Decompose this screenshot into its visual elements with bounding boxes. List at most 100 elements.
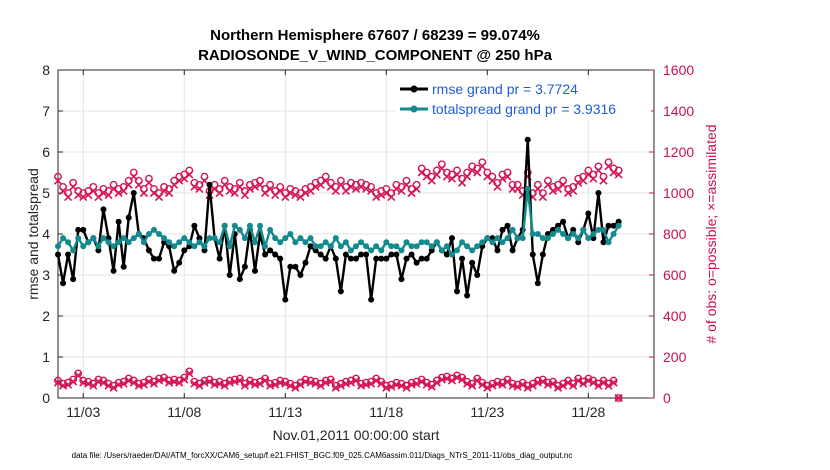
- totalspread-point: [519, 235, 526, 242]
- totalspread-point: [246, 222, 253, 229]
- totalspread-point: [459, 239, 466, 246]
- rmse-point: [393, 251, 400, 258]
- rmse-point: [150, 255, 157, 262]
- obs-assimilated-point-upper: [225, 186, 234, 196]
- rmse-point: [560, 218, 567, 225]
- totalspread-point: [140, 239, 147, 246]
- totalspread-point: [181, 235, 188, 242]
- y-tick-label-left: 5: [42, 185, 50, 201]
- obs-assimilated-point-upper: [165, 188, 174, 198]
- obs-assimilated-point-upper: [53, 176, 63, 185]
- rmse-point: [504, 222, 511, 229]
- totalspread-point: [166, 239, 173, 246]
- obs-assimilated-point-upper: [124, 180, 133, 189]
- x-tick-label: 11/23: [470, 404, 504, 420]
- rmse-point: [474, 272, 481, 278]
- obs-assimilated-point-lower: [104, 381, 113, 390]
- obs-assimilated-point-upper: [468, 166, 477, 175]
- x-tick-label: 11/03: [66, 404, 100, 420]
- totalspread-point: [297, 235, 304, 242]
- rmse-point: [443, 251, 450, 258]
- rmse-point: [251, 267, 258, 274]
- rmse-point: [156, 255, 163, 262]
- rmse-point: [287, 263, 294, 270]
- obs-assimilated-point-lower: [215, 379, 224, 388]
- obs-possible-point-lower: [180, 373, 189, 382]
- obs-possible-point-lower: [261, 374, 269, 383]
- obs-assimilated-point-lower: [286, 381, 295, 390]
- obs-assimilated-point-lower: [367, 379, 376, 388]
- obs-assimilated-point-lower: [478, 380, 487, 389]
- rmse-point: [353, 255, 359, 262]
- obs-assimilated-point-upper: [387, 193, 396, 202]
- obs-possible-point-lower: [549, 377, 557, 386]
- totalspread-point: [373, 243, 380, 250]
- obs-assimilated-point-lower: [346, 378, 356, 387]
- obs-assimilated-point-upper: [372, 193, 381, 202]
- totalspread-point: [307, 235, 314, 242]
- obs-possible-point-lower: [468, 379, 477, 388]
- rmse-point: [80, 226, 87, 233]
- totalspread-point: [130, 235, 137, 242]
- totalspread-point: [171, 243, 178, 250]
- obs-possible-point-lower: [503, 375, 512, 384]
- obs-assimilated-point-upper: [442, 172, 451, 181]
- obs-assimilated-point-upper: [564, 188, 573, 198]
- obs-assimilated-point-upper: [69, 182, 78, 191]
- totalspread-point: [388, 243, 395, 250]
- totalspread-point: [302, 239, 309, 246]
- rmse-point: [236, 276, 243, 283]
- rmse-point: [408, 251, 415, 258]
- totalspread-point: [272, 235, 279, 242]
- obs-assimilated-point-lower: [74, 371, 83, 380]
- obs-assimilated-point-lower: [564, 378, 573, 387]
- totalspread-point: [408, 243, 415, 250]
- obs-assimilated-point-upper: [144, 178, 153, 187]
- obs-assimilated-point-upper: [301, 188, 310, 198]
- totalspread-point: [494, 235, 501, 242]
- obs-assimilated-point-upper: [79, 193, 88, 202]
- obs-assimilated-point-lower: [614, 393, 623, 403]
- obs-assimilated-point-lower: [281, 379, 290, 388]
- obs-assimilated-point-lower: [452, 373, 462, 382]
- totalspread-point: [448, 251, 455, 258]
- rmse-point: [539, 251, 546, 258]
- y-tick-label-right: 1000: [663, 185, 694, 201]
- rmse-point: [125, 214, 132, 221]
- rmse-point: [171, 267, 178, 274]
- rmse-point: [196, 235, 203, 242]
- obs-assimilated-point-lower: [64, 380, 73, 389]
- rmse-point: [469, 259, 476, 266]
- obs-assimilated-point-upper: [134, 180, 143, 189]
- obs-possible-point-lower: [352, 374, 360, 383]
- totalspread-point: [499, 239, 506, 246]
- totalspread-point: [191, 243, 198, 250]
- rmse-point: [181, 247, 188, 254]
- totalspread-point: [383, 239, 390, 246]
- obs-assimilated-point-lower: [528, 381, 537, 390]
- legend-spread-marker: [410, 105, 418, 113]
- obs-assimilated-point-upper: [200, 176, 209, 185]
- obs-assimilated-point-upper: [498, 174, 507, 183]
- obs-possible-point-lower: [326, 375, 335, 384]
- obs-assimilated-point-upper: [351, 184, 361, 193]
- totalspread-point: [347, 247, 354, 254]
- rmse-point: [610, 222, 617, 229]
- obs-assimilated-point-lower: [609, 378, 618, 387]
- rmse-point: [418, 255, 425, 262]
- totalspread-point: [70, 247, 77, 254]
- obs-assimilated-point-upper: [559, 180, 568, 189]
- obs-assimilated-point-lower: [99, 378, 108, 387]
- obs-assimilated-point-lower: [185, 369, 194, 378]
- totalspread-point: [433, 239, 440, 246]
- obs-possible-point-lower: [392, 378, 401, 387]
- rmse-point: [297, 272, 304, 278]
- rmse-point: [332, 255, 339, 262]
- totalspread-point: [60, 235, 67, 242]
- y-tick-label-left: 0: [42, 390, 50, 406]
- rmse-point: [176, 259, 183, 266]
- rmse-point: [292, 263, 299, 270]
- rmse-point: [428, 247, 435, 254]
- obs-assimilated-point-upper: [291, 190, 300, 200]
- chart-subtitle: RADIOSONDE_V_WIND_COMPONENT @ 250 hPa: [198, 47, 553, 64]
